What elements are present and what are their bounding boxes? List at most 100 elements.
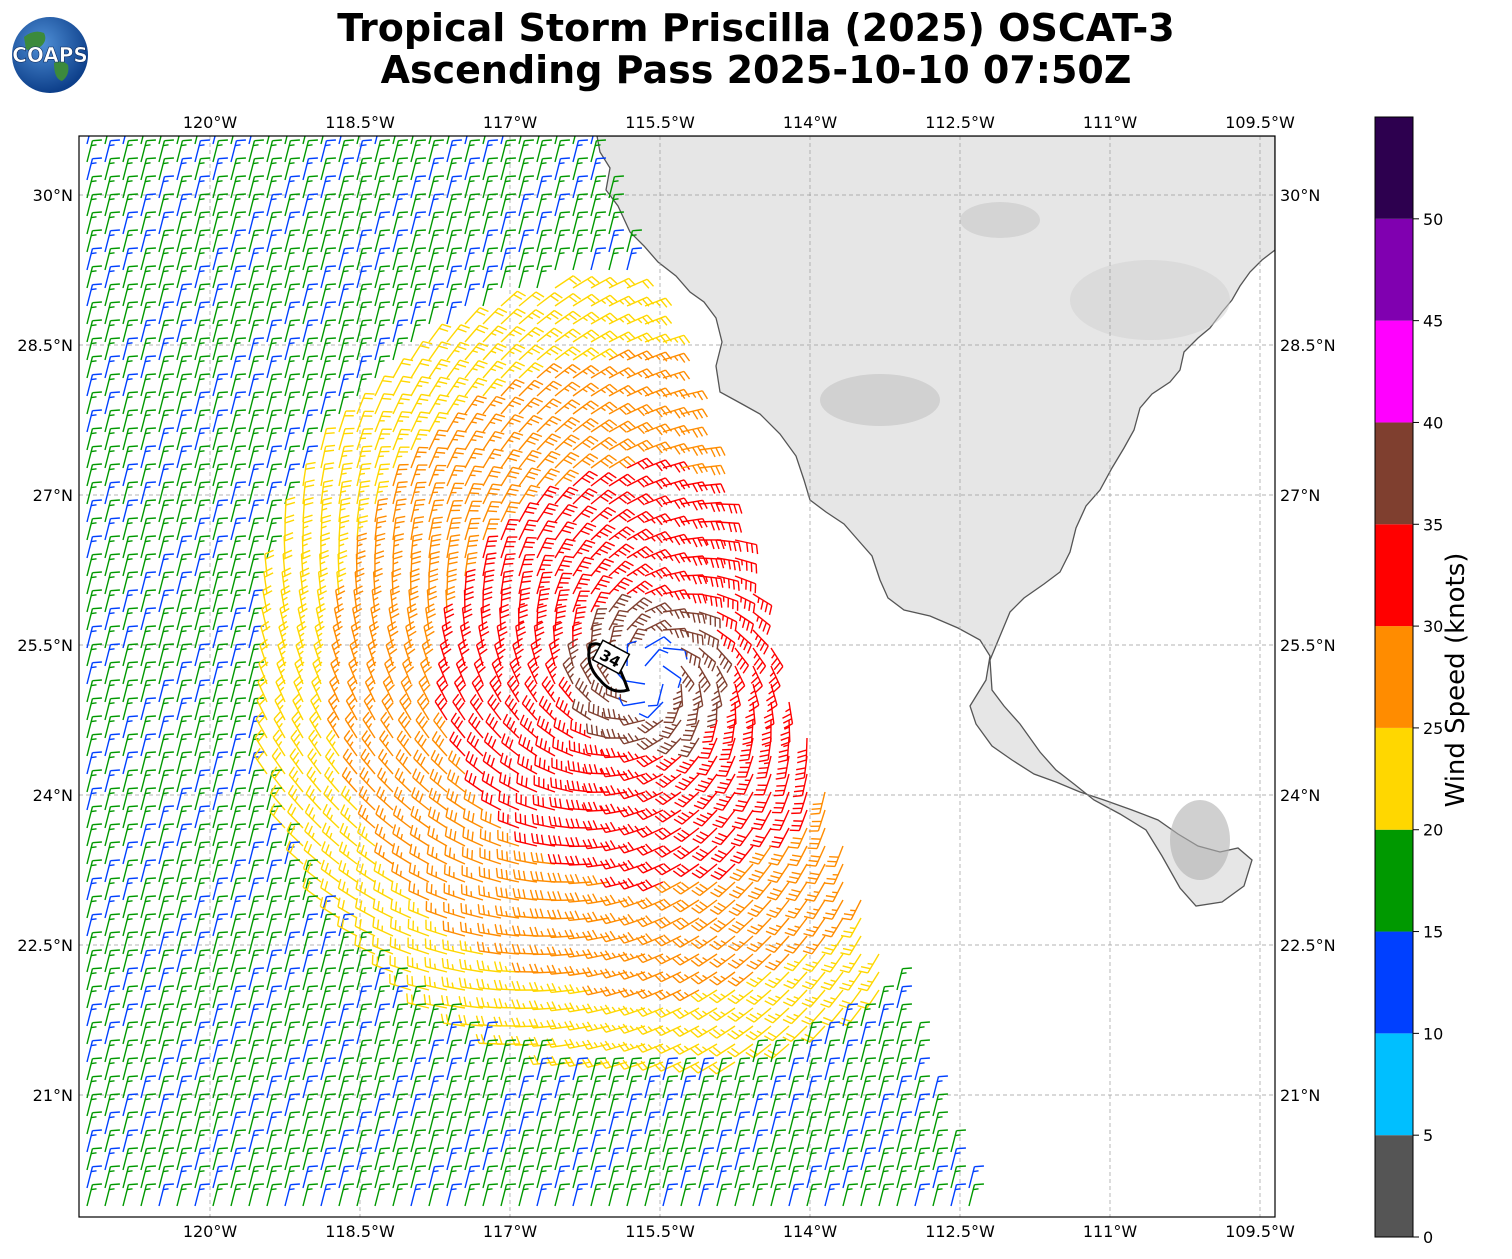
- wind-barb: [266, 139, 282, 163]
- wind-barb: [392, 428, 411, 451]
- wind-barb: [266, 265, 282, 289]
- wind-barb: [140, 211, 156, 235]
- wind-barb: [302, 265, 318, 289]
- wind-barb: [104, 319, 120, 343]
- wind-barb: [104, 157, 120, 181]
- wind-barb: [536, 157, 552, 181]
- wind-barb: [410, 139, 426, 163]
- wind-barb: [410, 229, 426, 253]
- wind-barb: [464, 265, 480, 289]
- wind-barb: [176, 136, 180, 145]
- wind-barb: [428, 136, 432, 145]
- wind-barb: [212, 427, 228, 451]
- wind-barb: [446, 377, 469, 397]
- wind-barb: [608, 438, 636, 451]
- wind-barb: [356, 445, 373, 469]
- lon-tick-top: 111°W: [1083, 113, 1138, 132]
- wind-barb: [86, 355, 102, 379]
- wind-barb: [320, 373, 336, 397]
- wind-barb: [464, 211, 480, 235]
- wind-barb: [302, 283, 318, 307]
- wind-barb: [212, 337, 228, 361]
- wind-barb: [572, 382, 599, 397]
- wind-barb: [572, 275, 600, 289]
- colorbar-bin: [1375, 1135, 1413, 1237]
- wind-barb: [554, 363, 581, 379]
- wind-barb: [284, 175, 300, 199]
- wind-barb: [158, 355, 174, 379]
- wind-barb: [428, 157, 444, 181]
- wind-barb: [554, 434, 580, 451]
- wind-barb: [212, 319, 228, 343]
- wind-barb: [86, 193, 102, 217]
- wind-barb: [266, 373, 282, 397]
- wind-barb: [266, 193, 282, 217]
- wind-barb: [248, 157, 264, 181]
- wind-barb: [410, 283, 426, 307]
- wind-barb: [410, 265, 426, 289]
- wind-barb: [608, 175, 624, 199]
- wind-barb: [590, 436, 618, 451]
- wind-barb: [248, 175, 264, 199]
- wind-barb: [248, 301, 264, 325]
- wind-barb: [482, 139, 498, 163]
- wind-barb: [662, 352, 691, 363]
- wind-barb: [392, 283, 408, 307]
- wind-barb: [230, 301, 246, 325]
- wind-barb: [176, 427, 192, 451]
- wind-barb: [374, 265, 390, 289]
- wind-barb: [428, 175, 444, 199]
- wind-barb: [662, 388, 691, 400]
- wind-barb: [536, 139, 552, 163]
- wind-barb: [320, 139, 336, 163]
- wind-barbs: [86, 136, 984, 1207]
- wind-barb: [212, 409, 228, 433]
- wind-barb: [518, 432, 543, 451]
- wind-barb: [500, 431, 524, 451]
- wind-barb: [554, 229, 570, 253]
- wind-barb: [212, 247, 228, 271]
- wind-barb: [230, 373, 246, 397]
- wind-barb: [140, 229, 156, 253]
- wind-barb: [248, 283, 264, 307]
- wind-barb: [374, 139, 390, 163]
- wind-barb: [158, 139, 174, 163]
- wind-barb: [122, 445, 138, 469]
- colorbar-bin: [1375, 422, 1413, 525]
- wind-barb: [356, 410, 374, 433]
- wind-barb: [122, 157, 138, 181]
- wind-barb: [302, 157, 318, 181]
- wind-barb: [212, 139, 228, 163]
- wind-barb: [644, 297, 673, 308]
- colorbar-tick-label: 5: [1423, 1126, 1433, 1145]
- wind-barb: [194, 265, 210, 289]
- wind-barb: [86, 373, 102, 397]
- wind-barb: [320, 355, 336, 379]
- wind-barb: [122, 193, 138, 217]
- wind-barb: [446, 394, 469, 415]
- lat-tick-right: 27°N: [1280, 486, 1320, 505]
- wind-barb: [446, 136, 450, 145]
- wind-barb: [194, 373, 210, 397]
- wind-barb: [104, 373, 120, 397]
- lon-tick-bottom: 109.5°W: [1225, 1222, 1295, 1241]
- wind-barb: [536, 136, 540, 145]
- wind-barb: [428, 394, 450, 415]
- wind-barb: [446, 193, 462, 217]
- wind-barb: [392, 247, 408, 271]
- wind-barb: [392, 393, 412, 415]
- wind-barb: [662, 406, 691, 419]
- lat-tick-right: 24°N: [1280, 786, 1320, 805]
- wind-barb: [104, 283, 120, 307]
- wind-barb: [302, 193, 318, 217]
- wind-barb: [644, 333, 673, 344]
- wind-barb: [140, 136, 144, 145]
- wind-barb: [86, 337, 102, 361]
- wind-barb: [536, 380, 562, 397]
- wind-barb: [338, 319, 354, 343]
- wind-barb: [338, 265, 354, 289]
- wind-barb: [554, 136, 558, 145]
- wind-barb: [428, 323, 452, 343]
- wind-barb: [482, 395, 506, 415]
- lon-tick-top: 114°W: [783, 113, 838, 132]
